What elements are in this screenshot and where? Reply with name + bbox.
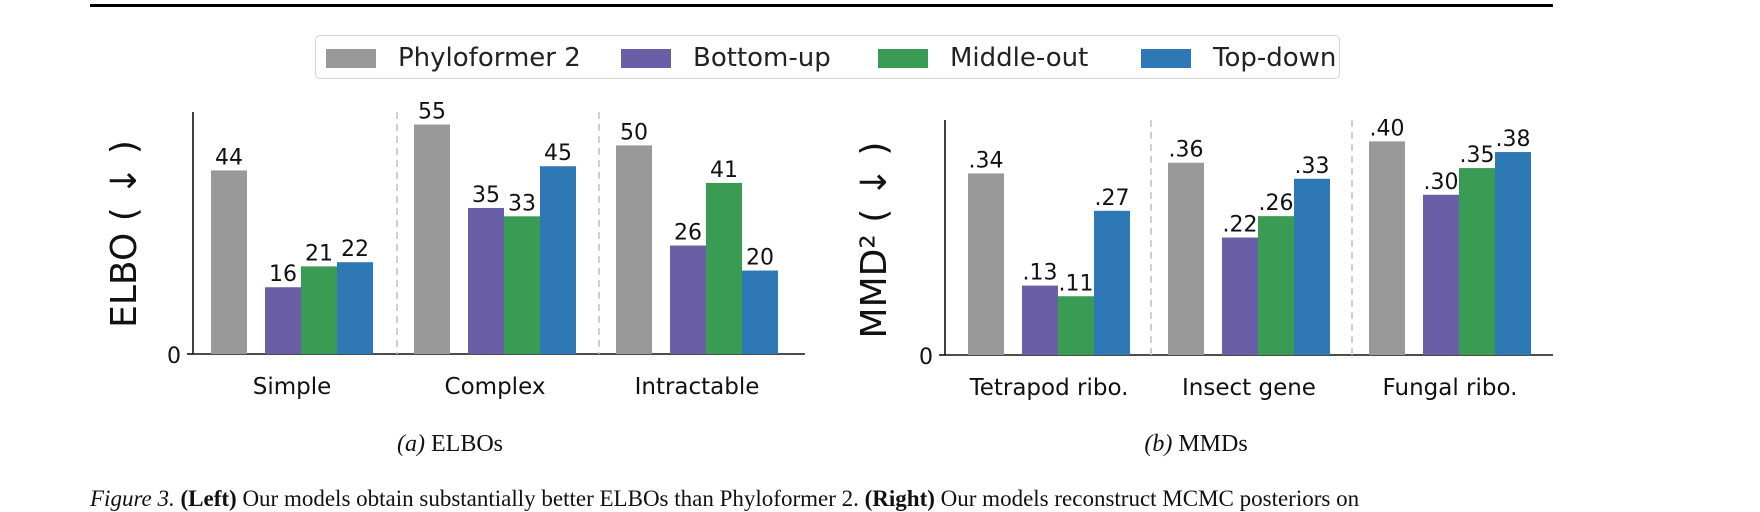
p2-bar-label-0-1: .13 — [1023, 261, 1058, 286]
p1-bar-0-3 — [337, 262, 373, 354]
subcaption-a-tag: (a) — [397, 431, 425, 457]
p2-bar-label-0-0: .34 — [969, 148, 1004, 173]
p1-bar-2-2 — [706, 182, 742, 354]
p2-y-tick-label: 0 — [919, 345, 933, 370]
chart-legend: Phyloformer 2 Bottom-up Middle-out Top-d… — [315, 35, 1340, 79]
p1-bar-label-0-3: 22 — [341, 237, 369, 262]
p1-bar-label-0-2: 21 — [305, 241, 333, 266]
p2-bar-1-3 — [1294, 178, 1330, 355]
legend-item-phyloformer: Phyloformer 2 — [326, 36, 581, 80]
p1-bar-1-1 — [468, 207, 504, 354]
p2-bar-2-1 — [1423, 194, 1459, 355]
p2-bar-0-3 — [1094, 210, 1130, 355]
p1-bar-1-3 — [540, 166, 576, 354]
p2-category-label-1: Insect gene — [1182, 375, 1316, 401]
subcaption-a: (a) ELBOs — [397, 431, 503, 458]
p1-category-label-2: Intractable — [635, 374, 760, 400]
figure-caption-left-tag: (Left) — [180, 486, 237, 511]
p2-bar-label-0-2: .11 — [1059, 271, 1094, 296]
p1-bar-2-0 — [616, 145, 652, 354]
p1-bar-0-1 — [265, 287, 301, 354]
p1-bar-label-2-3: 20 — [746, 246, 774, 271]
p1-bar-label-1-3: 45 — [544, 141, 572, 166]
figure-caption-label: Figure 3. — [90, 486, 175, 511]
subcaption-a-title: ELBOs — [430, 431, 503, 457]
p1-bar-label-1-0: 55 — [418, 100, 446, 125]
p1-bar-0-0 — [211, 170, 247, 354]
p2-y-label: MMD² ( ↓ ) — [854, 142, 895, 339]
p1-bar-2-1 — [670, 245, 706, 354]
figure-caption-right-text: Our models reconstruct MCMC posteriors o… — [934, 486, 1360, 511]
p2-bar-2-3 — [1495, 152, 1531, 355]
p2-bar-1-2 — [1258, 216, 1294, 355]
p2-bar-label-2-1: .30 — [1424, 170, 1459, 195]
p1-bar-label-1-1: 35 — [472, 183, 500, 208]
p1-bar-label-2-1: 26 — [674, 221, 702, 246]
p2-bar-1-1 — [1222, 237, 1258, 355]
legend-label-top-down: Top-down — [1213, 43, 1337, 73]
p2-bar-label-1-2: .26 — [1259, 191, 1294, 216]
p1-bar-1-2 — [504, 216, 540, 354]
p2-bar-label-1-3: .33 — [1295, 154, 1330, 179]
subcaption-b-title: MMDs — [1178, 431, 1248, 457]
figure-caption-left-text: Our models obtain substantially better E… — [236, 486, 865, 511]
legend-swatch-middle-out — [878, 48, 928, 68]
figure-caption: Figure 3. (Left) Our models obtain subst… — [90, 486, 1359, 512]
p1-category-label-1: Complex — [445, 374, 546, 400]
legend-swatch-top-down — [1141, 48, 1191, 68]
legend-swatch-bottom-up — [621, 48, 671, 68]
p2-bar-0-2 — [1058, 296, 1094, 355]
p2-bar-1-0 — [1168, 162, 1204, 355]
p2-bar-0-0 — [968, 173, 1004, 355]
p2-bar-label-1-0: .36 — [1169, 138, 1204, 163]
legend-label-middle-out: Middle-out — [950, 43, 1089, 73]
p1-bar-label-0-1: 16 — [269, 262, 297, 287]
p2-category-label-2: Fungal ribo. — [1383, 375, 1518, 401]
p1-bar-label-0-0: 44 — [215, 145, 243, 170]
p2-bar-2-2 — [1459, 168, 1495, 355]
p2-bar-0-1 — [1022, 285, 1058, 355]
legend-item-middle-out: Middle-out — [878, 36, 1088, 80]
subcaption-b: (b) MMDs — [1144, 431, 1247, 458]
p2-bar-label-2-2: .35 — [1460, 143, 1495, 168]
p1-bar-1-0 — [414, 124, 450, 354]
legend-item-bottom-up: Bottom-up — [621, 36, 831, 80]
p1-bar-2-3 — [742, 270, 778, 354]
p2-bar-label-1-1: .22 — [1223, 213, 1258, 238]
p1-category-label-0: Simple — [253, 374, 332, 400]
p2-bar-label-2-3: .38 — [1496, 127, 1531, 152]
p2-category-label-0: Tetrapod ribo. — [969, 375, 1129, 401]
p1-bar-label-1-2: 33 — [508, 191, 536, 216]
p2-bar-label-0-3: .27 — [1095, 186, 1130, 211]
p1-bar-0-2 — [301, 266, 337, 354]
subcaption-b-tag: (b) — [1144, 431, 1173, 457]
legend-item-top-down: Top-down — [1141, 36, 1336, 80]
top-rule — [90, 4, 1553, 7]
legend-swatch-phyloformer — [326, 48, 376, 68]
p1-bar-label-2-0: 50 — [620, 120, 648, 145]
p1-y-label: ELBO ( ↓ ) — [104, 140, 145, 328]
legend-label-phyloformer: Phyloformer 2 — [398, 43, 581, 73]
figure-caption-right-tag: (Right) — [864, 486, 935, 511]
p1-y-tick-label: 0 — [167, 344, 181, 369]
p2-bar-label-2-0: .40 — [1370, 116, 1405, 141]
p2-bar-2-0 — [1369, 141, 1405, 355]
legend-label-bottom-up: Bottom-up — [693, 43, 831, 73]
p1-bar-label-2-2: 41 — [710, 158, 738, 183]
